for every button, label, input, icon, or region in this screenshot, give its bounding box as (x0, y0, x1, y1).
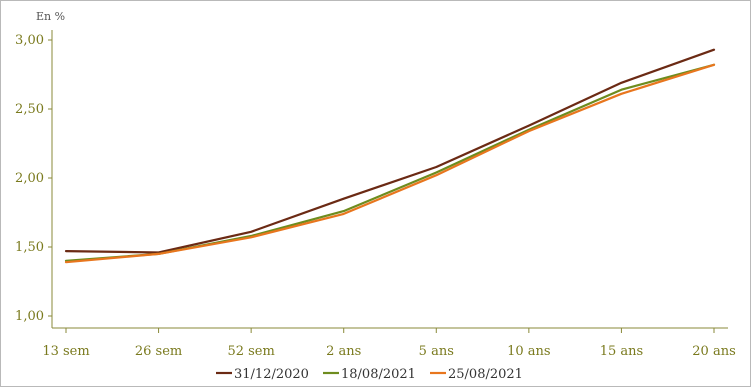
x-tick-label: 15 ans (600, 344, 643, 359)
y-tick-label: 1,50 (15, 240, 44, 255)
y-unit-label: En % (36, 10, 65, 23)
legend-label: 18/08/2021 (341, 367, 416, 382)
x-tick-label: 5 ans (419, 344, 454, 359)
legend: 31/12/2020 18/08/2021 25/08/2021 (216, 367, 523, 382)
x-axis-ticks: 13 sem 26 sem 52 sem 2 ans 5 ans 10 ans 15 ans… (42, 328, 736, 359)
series-lines (64, 48, 716, 264)
series-line-3 (64, 63, 716, 264)
x-tick-label: 13 sem (42, 344, 89, 359)
y-tick-label: 3,00 (15, 33, 44, 48)
legend-label: 31/12/2020 (234, 367, 309, 382)
y-tick-label: 2,50 (15, 102, 44, 117)
x-tick-label: 52 sem (227, 344, 274, 359)
x-tick-label: 2 ans (326, 344, 361, 359)
legend-label: 25/08/2021 (448, 367, 523, 382)
y-tick-label: 2,00 (15, 171, 44, 186)
x-tick-label: 10 ans (507, 344, 550, 359)
series-line-1 (64, 48, 716, 254)
x-tick-label: 20 ans (692, 344, 735, 359)
y-axis-ticks: 1,00 1,50 2,00 2,50 3,00 (15, 33, 52, 324)
series-line-2 (64, 63, 716, 262)
x-tick-label: 26 sem (135, 344, 182, 359)
y-tick-label: 1,00 (15, 309, 44, 324)
